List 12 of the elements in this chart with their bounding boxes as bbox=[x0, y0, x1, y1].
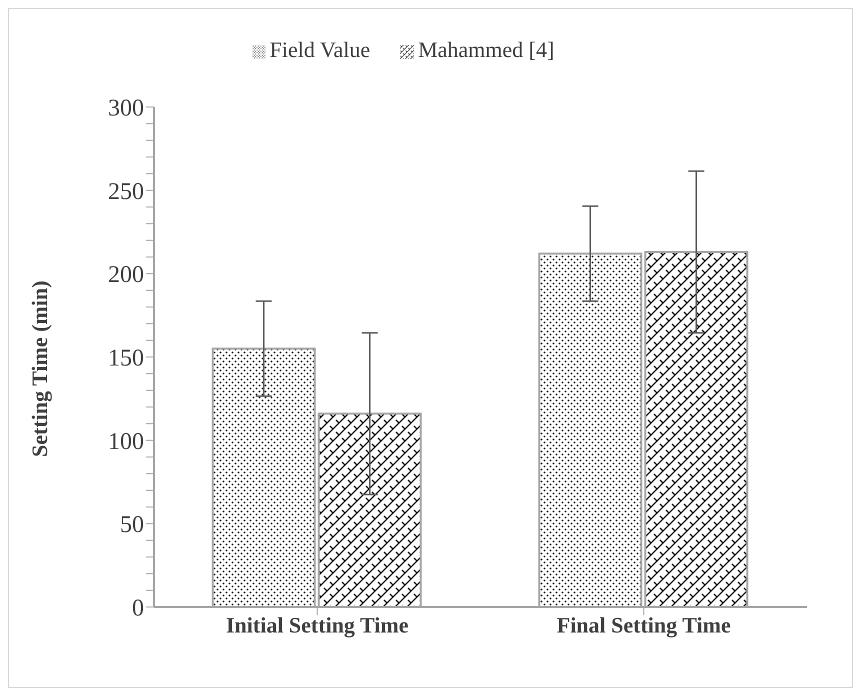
y-tick-label: 50 bbox=[120, 512, 144, 538]
y-tick-label: 0 bbox=[132, 596, 144, 622]
x-tick-label: Initial Setting Time bbox=[226, 612, 409, 638]
legend-label: Mahammed [4] bbox=[418, 37, 554, 62]
y-tick-label: 150 bbox=[108, 346, 144, 372]
legend-label: Field Value bbox=[270, 37, 370, 62]
y-tick-label: 200 bbox=[108, 262, 144, 288]
x-tick-label: Final Setting Time bbox=[556, 612, 731, 638]
y-axis-title: Setting Time (min) bbox=[26, 280, 52, 457]
y-tick-label: 300 bbox=[108, 96, 144, 122]
y-tick-label: 100 bbox=[108, 428, 144, 455]
y-tick-label: 250 bbox=[108, 178, 144, 205]
